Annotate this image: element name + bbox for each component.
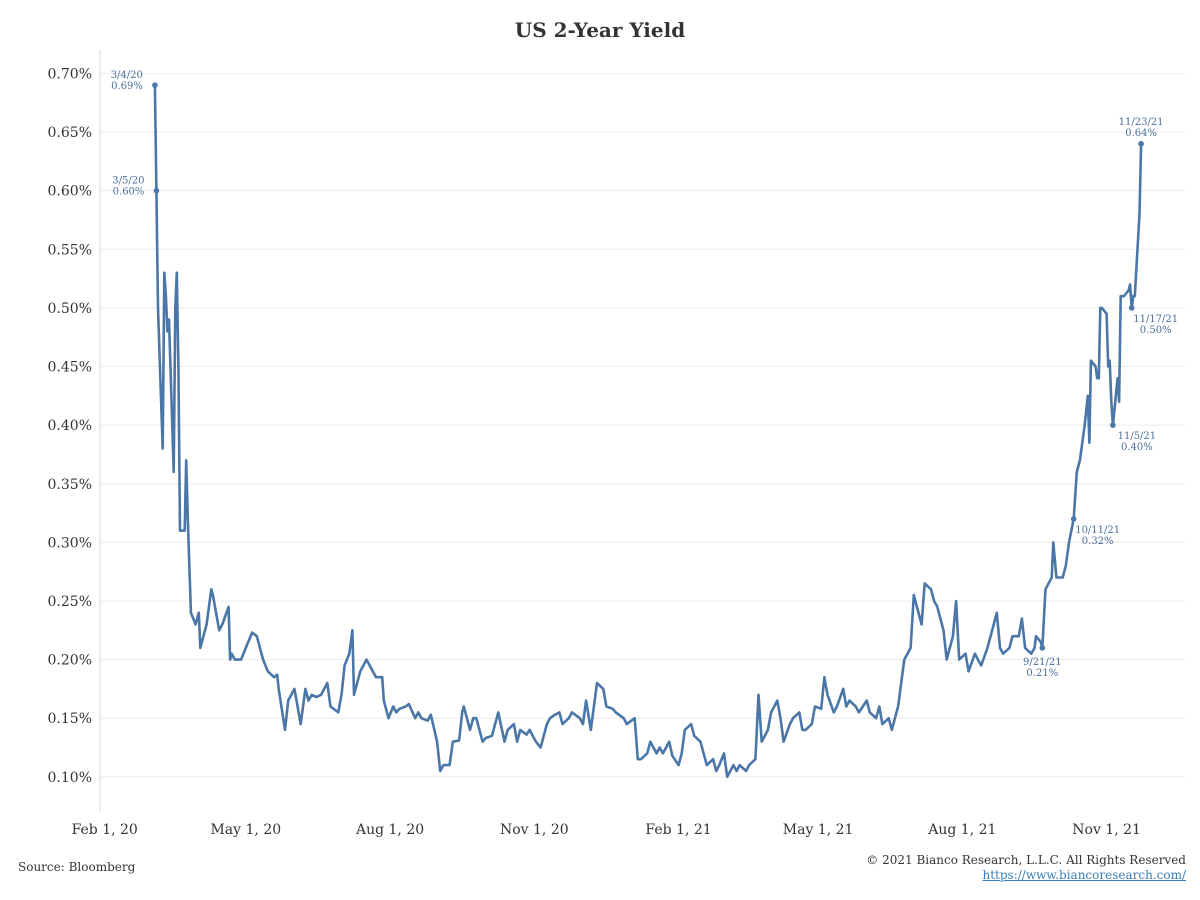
y-tick-label: 0.60% [48, 184, 92, 200]
annotation-dot [152, 82, 158, 88]
x-tick-label: Feb 1, 21 [645, 822, 711, 838]
x-tick-label: Feb 1, 20 [72, 822, 138, 838]
y-tick-label: 0.70% [48, 66, 92, 82]
annotation-dot [1039, 645, 1046, 651]
yield-line [153, 83, 1143, 779]
y-tick-label: 0.35% [48, 477, 92, 493]
y-tick-label: 0.65% [48, 125, 92, 141]
x-tick-label: Aug 1, 20 [355, 822, 424, 838]
y-tick-label: 0.30% [48, 535, 92, 551]
annotation-value: 0.40% [1121, 442, 1153, 453]
y-tick-label: 0.40% [48, 418, 92, 434]
annotation-value: 0.69% [111, 81, 143, 92]
y-tick-label: 0.10% [48, 770, 92, 786]
annotation-date: 9/21/21 [1023, 657, 1062, 668]
x-tick-label: Nov 1, 20 [500, 822, 569, 838]
annotation-date: 10/11/21 [1075, 525, 1120, 536]
annotation-date: 11/5/21 [1118, 431, 1157, 442]
x-tick-label: May 1, 20 [210, 822, 281, 838]
series [153, 83, 1143, 779]
annotation-date: 3/4/20 [111, 70, 143, 81]
gridlines [99, 50, 1185, 812]
x-tick-label: Aug 1, 21 [927, 822, 996, 838]
annotations: 3/4/200.69% 3/5/200.60% 9/21/210.21% 10/11/… [111, 70, 1178, 679]
y-tick-label: 0.20% [48, 653, 92, 669]
annotation-dot [1138, 140, 1144, 147]
annotation-dot [1110, 422, 1116, 428]
annotation-value: 0.50% [1140, 325, 1172, 336]
y-tick-label: 0.45% [48, 360, 92, 376]
y-tick-label: 0.25% [48, 594, 92, 610]
annotation-dot [1128, 305, 1135, 311]
website-link[interactable]: https://www.biancoresearch.com/ [982, 868, 1186, 882]
annotation-dot [1070, 516, 1077, 522]
annotation-value: 0.21% [1026, 668, 1058, 679]
chart-title: US 2-Year Yield [515, 18, 685, 42]
y-tick-label: 0.50% [48, 301, 92, 317]
annotation-date: 3/5/20 [112, 176, 144, 187]
x-tick-label: Nov 1, 21 [1072, 822, 1141, 838]
annotation-date: 11/23/21 [1119, 117, 1164, 128]
copyright-note: © 2021 Bianco Research, L.L.C. All Right… [866, 853, 1186, 867]
source-note: Source: Bloomberg [18, 860, 136, 874]
annotation-value: 0.60% [113, 187, 145, 198]
x-tick-label: May 1, 21 [783, 822, 854, 838]
annotation-value: 0.64% [1125, 128, 1157, 139]
annotation-dot [153, 187, 160, 194]
y-tick-label: 0.15% [48, 711, 92, 727]
annotation-value: 0.32% [1082, 536, 1114, 547]
x-axis: Feb 1, 20 May 1, 20 Aug 1, 20 Nov 1, 20 Feb … [72, 822, 1141, 838]
annotation-date: 11/17/21 [1133, 314, 1178, 325]
y-axis: 0.10% 0.15% 0.20% 0.25% 0.30% 0.35% 0.40% 0.45%… [48, 66, 92, 785]
y-tick-label: 0.55% [48, 242, 92, 258]
